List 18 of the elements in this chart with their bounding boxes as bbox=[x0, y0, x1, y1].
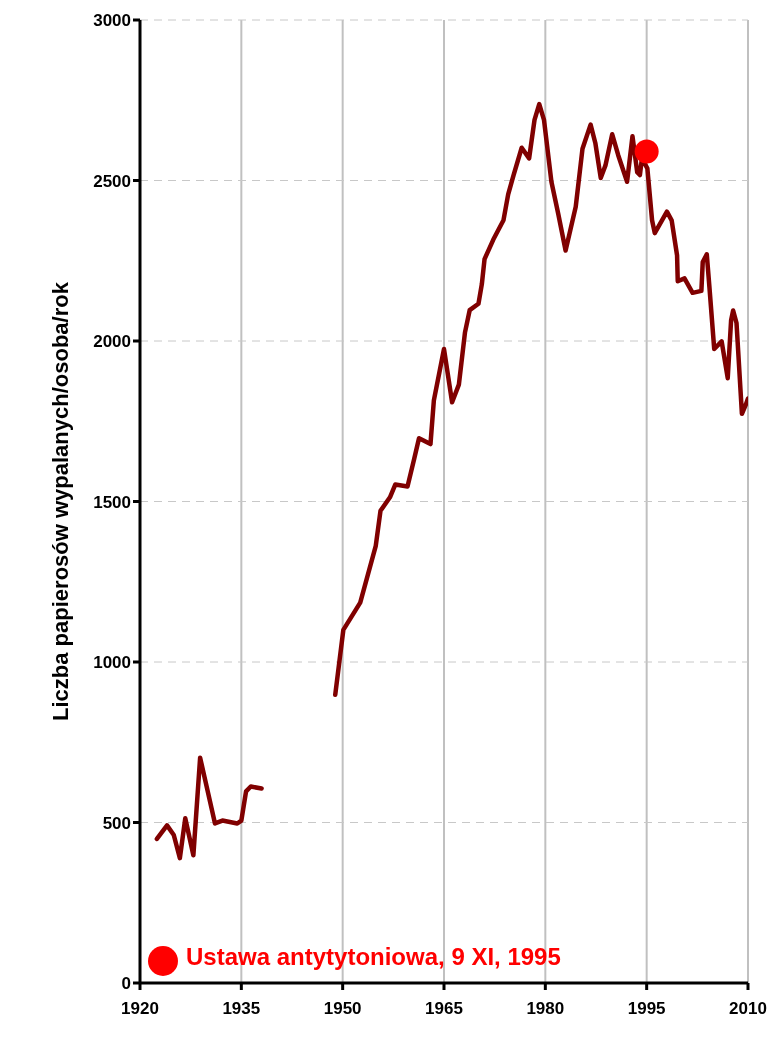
y-axis-title: Liczba papierosów wypalanych/osoba/rok bbox=[47, 281, 73, 721]
y-tick-label: 1500 bbox=[93, 492, 131, 512]
x-tick-label: 2010 bbox=[729, 999, 767, 1019]
x-tick-label: 1950 bbox=[323, 999, 362, 1019]
x-tick-label: 1995 bbox=[627, 999, 666, 1019]
y-tick-label: 500 bbox=[102, 813, 131, 833]
legend-label: Ustawa antytytoniowa, 9 XI, 1995 bbox=[186, 943, 561, 970]
x-tick-label: 1920 bbox=[121, 999, 159, 1019]
y-tick-label: 0 bbox=[121, 974, 131, 994]
line-series bbox=[154, 755, 264, 861]
y-tick-label: 2500 bbox=[93, 171, 131, 191]
y-tick-label: 3000 bbox=[93, 11, 131, 31]
line-series bbox=[332, 101, 748, 697]
x-tick-label: 1935 bbox=[222, 999, 261, 1019]
x-tick-label: 1965 bbox=[425, 999, 463, 1019]
y-tick-label: 2000 bbox=[93, 332, 131, 352]
x-tick-label: 1980 bbox=[526, 999, 565, 1019]
y-tick-label: 1000 bbox=[93, 653, 131, 673]
